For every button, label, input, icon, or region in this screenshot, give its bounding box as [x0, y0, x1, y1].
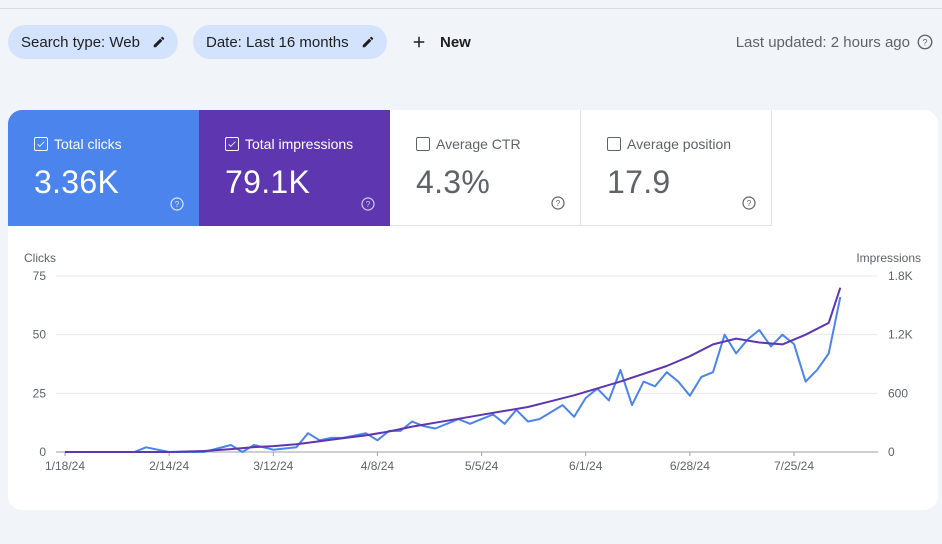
- y-tick-label-right: 0: [888, 445, 895, 459]
- y-tick-label-left: 75: [33, 269, 47, 283]
- svg-text:?: ?: [556, 199, 561, 208]
- x-tick-label: 5/5/24: [465, 459, 499, 473]
- filter-toolbar: Search type: Web Date: Last 16 months Ne…: [8, 25, 934, 59]
- new-filter-button[interactable]: New: [410, 25, 471, 59]
- date-range-chip[interactable]: Date: Last 16 months: [193, 25, 387, 59]
- edit-pencil-icon: [153, 36, 165, 48]
- x-tick-label: 2/14/24: [149, 459, 189, 473]
- y-tick-label-right: 1.2K: [888, 328, 913, 342]
- checkbox-checked-icon[interactable]: [34, 137, 48, 151]
- line-chart: 75 50 25 0 1.8K 1.2K 600 0 Clicks Impressions 1/18…: [24, 251, 921, 473]
- svg-text:?: ?: [175, 200, 180, 209]
- series-line-clicks: [65, 296, 842, 453]
- metric-average-ctr[interactable]: Average CTR 4.3% ?: [390, 110, 581, 226]
- plus-icon: [413, 36, 425, 48]
- date-range-label: Date: Last 16 months: [206, 33, 349, 51]
- metric-total-impressions[interactable]: Total impressions 79.1K ?: [199, 110, 390, 226]
- search-type-chip[interactable]: Search type: Web: [8, 25, 178, 59]
- series-line-impressions: [65, 287, 842, 453]
- metric-average-position[interactable]: Average position 17.9 ?: [581, 110, 772, 226]
- y-tick-label-right: 1.8K: [888, 269, 913, 283]
- metric-total-clicks[interactable]: Total clicks 3.36K ?: [8, 110, 199, 226]
- metric-value: 17.9: [607, 164, 671, 200]
- help-icon[interactable]: ?: [360, 196, 376, 212]
- x-tick-label: 1/18/24: [45, 459, 85, 473]
- performance-card: Total clicks 3.36K ? Total impressions 7…: [8, 110, 938, 510]
- svg-text:?: ?: [366, 200, 371, 209]
- svg-text:?: ?: [922, 37, 927, 47]
- last-updated-text: Last updated: 2 hours ago: [735, 33, 910, 51]
- help-icon[interactable]: ?: [550, 195, 566, 211]
- x-tick-label: 6/1/24: [569, 459, 603, 473]
- y-tick-label-left: 0: [39, 445, 46, 459]
- x-tick-label: 3/12/24: [253, 459, 293, 473]
- x-tick-label: 7/25/24: [774, 459, 814, 473]
- x-tick-label: 4/8/24: [361, 459, 395, 473]
- y-tick-label-right: 600: [888, 386, 908, 400]
- metric-value: 3.36K: [34, 164, 120, 200]
- y-tick-label-left: 50: [33, 328, 47, 342]
- checkbox-checked-icon[interactable]: [225, 137, 239, 151]
- checkbox-unchecked-icon[interactable]: [416, 137, 430, 151]
- new-label: New: [440, 33, 471, 51]
- edit-pencil-icon: [362, 36, 373, 48]
- performance-chart: 75 50 25 0 1.8K 1.2K 600 0 Clicks Impressions 1/18…: [8, 226, 938, 510]
- last-updated: Last updated: 2 hours ago ?: [736, 25, 934, 59]
- metric-label: Total impressions: [245, 136, 354, 152]
- y-axis-label-right: Impressions: [856, 251, 921, 265]
- metric-label: Average position: [627, 136, 732, 152]
- search-type-label: Search type: Web: [21, 33, 140, 51]
- metric-value: 79.1K: [225, 164, 311, 200]
- top-divider: [0, 8, 942, 9]
- help-icon[interactable]: ?: [169, 196, 185, 212]
- y-tick-label-left: 25: [33, 386, 47, 400]
- metric-label: Average CTR: [436, 136, 521, 152]
- metric-value: 4.3%: [416, 164, 491, 200]
- svg-text:?: ?: [747, 199, 752, 208]
- y-axis-label-left: Clicks: [24, 251, 56, 265]
- help-icon[interactable]: ?: [916, 33, 934, 51]
- metric-label: Total clicks: [54, 136, 122, 152]
- help-icon[interactable]: ?: [741, 195, 757, 211]
- x-tick-label: 6/28/24: [670, 459, 710, 473]
- checkbox-unchecked-icon[interactable]: [607, 137, 621, 151]
